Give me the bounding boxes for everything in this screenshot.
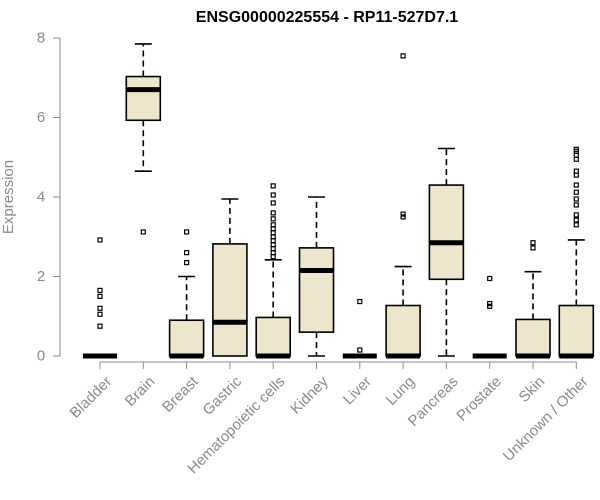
x-tick-label: Kidney	[287, 373, 332, 418]
x-tick-label: Liver	[340, 373, 375, 408]
outlier-point	[270, 183, 276, 189]
box-iqr	[298, 247, 335, 333]
plot-area	[83, 43, 595, 359]
outlier-point	[140, 229, 146, 235]
box-breast	[168, 229, 205, 359]
x-tick-label: Skin	[516, 373, 549, 406]
box-kidney	[298, 196, 335, 357]
outlier-point	[270, 192, 276, 198]
x-tick-label: Bladder	[67, 373, 116, 422]
box-iqr	[515, 318, 551, 357]
outlier-point	[270, 210, 276, 216]
box-iqr	[212, 243, 248, 357]
y-tick-label: 8	[37, 30, 45, 47]
outlier-point	[270, 222, 276, 228]
outlier-point	[573, 146, 579, 152]
y-tick-label: 2	[37, 268, 45, 285]
outlier-point	[184, 250, 190, 256]
outlier-point	[400, 214, 406, 220]
box-gastric	[212, 198, 248, 357]
box-hematopoietic-cells	[255, 183, 292, 359]
outlier-point	[573, 222, 579, 228]
y-tick-label: 4	[37, 189, 45, 206]
outlier-point	[573, 168, 579, 174]
outlier-point	[400, 211, 406, 217]
box-lung	[385, 53, 421, 359]
y-axis: 0 2 4 6 8	[37, 30, 61, 365]
outlier-point	[487, 275, 493, 282]
outlier-point	[573, 217, 579, 223]
outlier-point	[400, 53, 406, 59]
box-iqr	[428, 184, 465, 281]
box-pancreas	[428, 147, 465, 357]
outlier-point	[530, 240, 536, 246]
box-brain	[125, 43, 162, 235]
outlier-point	[573, 202, 579, 208]
x-tick-label: Breast	[159, 373, 202, 416]
box-prostate	[472, 275, 507, 359]
outlier-point	[97, 237, 103, 243]
outlier-point	[573, 196, 579, 202]
box-liver	[342, 298, 377, 359]
outlier-point	[97, 311, 103, 317]
box-bladder	[83, 237, 117, 359]
outlier-point	[573, 182, 579, 188]
outlier-point	[270, 216, 276, 222]
box-iqr	[385, 304, 421, 357]
outlier-point	[573, 189, 579, 195]
outlier-point	[97, 293, 103, 299]
box-iqr	[255, 316, 292, 357]
outlier-point	[357, 298, 363, 305]
outlier-point	[357, 347, 363, 353]
y-tick-label: 0	[37, 348, 45, 365]
box-iqr	[125, 75, 162, 122]
box-unknown-other	[558, 146, 595, 359]
x-tick-label: Lung	[383, 373, 419, 409]
outlier-point	[97, 287, 103, 294]
outlier-point	[184, 259, 190, 266]
outlier-point	[97, 305, 103, 311]
outlier-point	[487, 300, 493, 307]
outlier-point	[184, 229, 190, 235]
x-tick-label: Prostate	[453, 373, 505, 425]
box-skin	[515, 240, 551, 359]
outlier-point	[530, 245, 536, 251]
outlier-point	[573, 212, 579, 218]
y-tick-label: 6	[37, 109, 45, 126]
outlier-point	[270, 200, 276, 206]
box-iqr	[558, 304, 595, 357]
outlier-point	[97, 323, 103, 329]
chart-title: ENSG00000225554 - RP11-527D7.1	[196, 9, 459, 26]
x-tick-label: Brain	[122, 373, 159, 410]
y-axis-label: Expression	[0, 160, 17, 234]
outlier-point	[487, 303, 493, 309]
box-iqr	[168, 319, 205, 357]
